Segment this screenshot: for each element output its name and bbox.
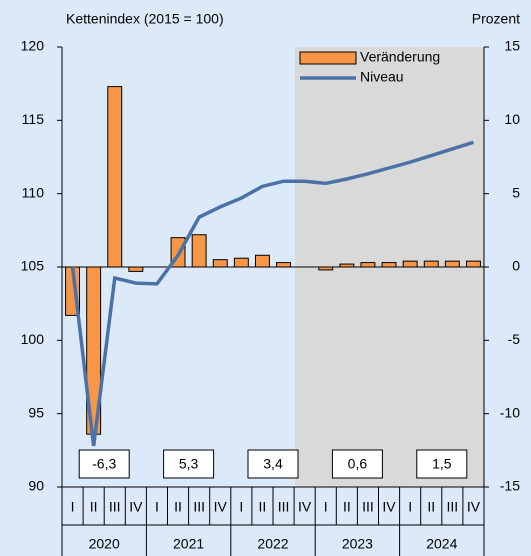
y-tick-label: 90 — [28, 478, 44, 494]
bar — [423, 260, 439, 268]
year-label: 2024 — [426, 536, 457, 552]
x-tick-label: IV — [382, 499, 396, 515]
x-tick-label: III — [362, 499, 374, 515]
annual-label: 1,5 — [432, 456, 452, 472]
y2-tick-label: -5 — [508, 331, 521, 347]
year-label: 2021 — [173, 536, 204, 552]
bar — [254, 254, 270, 268]
year-label: 2020 — [89, 536, 120, 552]
x-tick-label: III — [447, 499, 459, 515]
annual-label: -6,3 — [92, 456, 116, 472]
x-tick-label: III — [193, 499, 205, 515]
x-tick-label: I — [71, 499, 75, 515]
legend-swatch — [299, 51, 357, 65]
bar — [191, 234, 207, 268]
x-tick-label: IV — [129, 499, 143, 515]
x-tick-label: II — [174, 499, 182, 515]
bar — [402, 260, 418, 268]
bar — [360, 262, 376, 268]
line — [70, 140, 474, 447]
annual-label: 3,4 — [263, 456, 283, 472]
x-tick-label: I — [324, 499, 328, 515]
bar — [128, 266, 144, 272]
x-tick-label: II — [427, 499, 435, 515]
legend-label: Veränderung — [360, 49, 440, 65]
x-tick-label: III — [109, 499, 121, 515]
y2-tick-label: 0 — [512, 258, 520, 274]
y-tick-label: 100 — [21, 331, 45, 347]
bar — [107, 86, 123, 268]
y2-tick-label: 5 — [512, 184, 520, 200]
y2-tick-label: 10 — [504, 111, 520, 127]
x-tick-label: II — [343, 499, 351, 515]
y-tick-label: 115 — [22, 111, 45, 127]
bar — [465, 260, 481, 268]
year-label: 2022 — [257, 536, 288, 552]
y-tick-label: 105 — [21, 258, 45, 274]
y-axis-label: Kettenindex (2015 = 100) — [66, 11, 224, 27]
legend-label: Niveau — [360, 69, 404, 85]
year-label: 2023 — [342, 536, 373, 552]
annual-box — [331, 449, 383, 479]
y-tick-label: 120 — [21, 38, 45, 54]
y2-tick-label: -15 — [500, 478, 520, 494]
bar — [381, 262, 397, 268]
x-tick-label: II — [259, 499, 267, 515]
annual-box — [416, 449, 468, 479]
x-tick-label: I — [155, 499, 159, 515]
bar — [444, 260, 460, 268]
y2-tick-label: 15 — [504, 38, 520, 54]
x-tick-label: III — [278, 499, 290, 515]
x-tick-label: IV — [467, 499, 481, 515]
annual-box — [78, 449, 130, 479]
annual-label: 0,6 — [348, 456, 368, 472]
bar — [233, 257, 249, 268]
bar — [276, 262, 292, 268]
bar — [212, 259, 228, 268]
y-tick-label: 95 — [28, 404, 44, 420]
y2-axis-label: Prozent — [472, 11, 520, 27]
x-tick-label: I — [408, 499, 412, 515]
y2-tick-label: -10 — [500, 404, 520, 420]
annual-label: 5,3 — [179, 456, 199, 472]
x-tick-label: I — [239, 499, 243, 515]
x-tick-label: II — [90, 499, 98, 515]
x-tick-label: IV — [298, 499, 312, 515]
annual-box — [163, 449, 215, 479]
annual-box — [247, 449, 299, 479]
y-tick-label: 110 — [22, 184, 45, 200]
x-tick-label: IV — [214, 499, 228, 515]
